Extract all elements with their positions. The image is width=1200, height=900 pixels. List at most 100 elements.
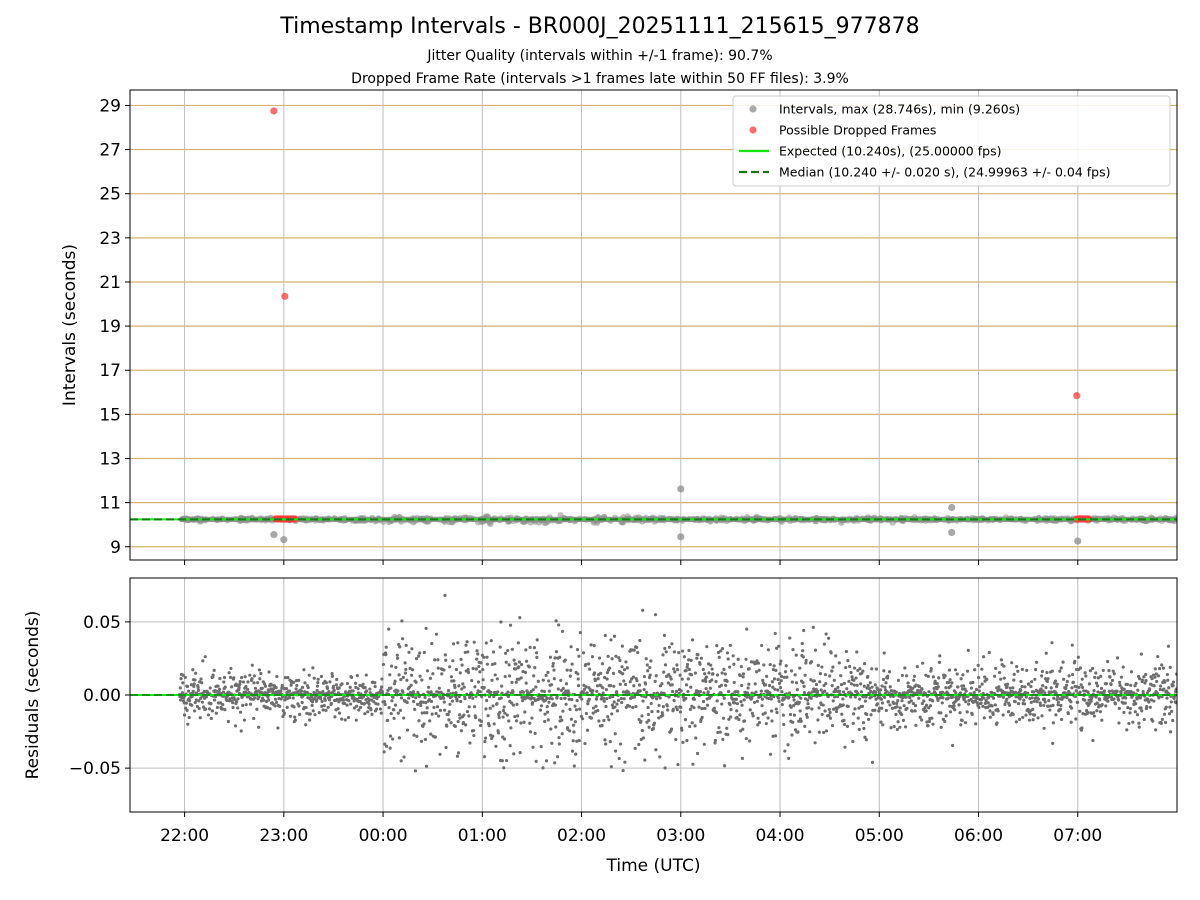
residual-point — [663, 646, 667, 651]
residual-point — [684, 669, 688, 673]
residual-point — [886, 699, 891, 704]
top-panel-frame — [129, 89, 1178, 561]
residual-point — [607, 666, 612, 670]
residual-point — [761, 678, 765, 682]
residual-point — [902, 704, 906, 708]
residual-point — [636, 650, 640, 655]
residual-point — [685, 662, 690, 667]
residual-point — [524, 681, 528, 685]
residual-point — [559, 678, 563, 682]
residual-point — [834, 654, 838, 658]
residual-point — [352, 706, 357, 710]
residual-point — [536, 679, 540, 683]
residual-point — [364, 673, 368, 677]
residual-point — [341, 698, 346, 702]
residual-point — [960, 718, 964, 723]
residual-point — [611, 671, 616, 675]
residual-point — [548, 655, 553, 659]
residual-point — [1124, 696, 1128, 700]
residual-point — [275, 674, 279, 679]
residual-point — [700, 706, 705, 711]
residual-point — [429, 699, 434, 703]
residual-point — [477, 664, 481, 669]
residual-point — [925, 720, 929, 724]
residual-point — [1122, 687, 1126, 691]
residual-point — [1094, 681, 1099, 685]
residual-point — [658, 755, 662, 759]
residual-point — [817, 706, 821, 710]
residual-point — [685, 665, 689, 669]
residual-point — [340, 682, 344, 686]
residual-point — [866, 683, 870, 688]
residual-point — [230, 685, 234, 689]
residual-point — [1050, 669, 1054, 673]
residual-point — [602, 718, 606, 723]
residual-point — [1028, 712, 1032, 716]
residual-point — [962, 684, 966, 688]
residual-point — [828, 674, 832, 678]
residual-point — [643, 758, 647, 762]
residual-point — [868, 681, 872, 685]
residual-point — [986, 701, 990, 705]
residual-point — [358, 683, 362, 688]
residual-point — [384, 645, 388, 649]
residual-point — [887, 670, 892, 674]
residual-point — [1163, 680, 1167, 684]
residual-point — [283, 675, 288, 680]
residual-point — [244, 685, 248, 689]
residual-point — [225, 698, 229, 703]
legend-label: Intervals, max (28.746s), min (9.260s) — [779, 102, 1020, 117]
residual-point — [1022, 702, 1027, 706]
residual-point — [555, 755, 560, 759]
residual-point — [780, 674, 784, 679]
residual-point — [1003, 702, 1007, 706]
residual-point — [393, 703, 398, 707]
residual-point — [443, 708, 447, 712]
residual-point — [803, 724, 807, 728]
residual-point — [900, 673, 904, 678]
residual-point — [966, 648, 970, 652]
residual-point — [880, 701, 885, 705]
residual-point — [656, 709, 660, 713]
residual-point — [527, 665, 532, 669]
residual-point — [476, 680, 481, 684]
residual-point — [449, 721, 453, 725]
residual-point — [686, 677, 690, 681]
residual-point — [396, 711, 400, 715]
residual-point — [640, 714, 644, 718]
chart-title: Timestamp Intervals - BR000J_20251111_21… — [280, 14, 920, 39]
residual-point — [795, 688, 799, 692]
residual-point — [401, 637, 405, 641]
residual-point — [433, 658, 437, 662]
residual-point — [511, 690, 515, 695]
residual-point — [1139, 652, 1143, 656]
residual-point — [353, 681, 358, 685]
residual-point — [654, 674, 658, 678]
residual-point — [1174, 701, 1177, 705]
residual-point — [1007, 703, 1012, 707]
residual-point — [273, 704, 277, 708]
residual-point — [645, 690, 649, 694]
residual-point — [760, 697, 764, 701]
residual-point — [757, 668, 761, 672]
residual-point — [376, 702, 380, 706]
residual-point — [842, 718, 846, 722]
residual-point — [571, 723, 576, 727]
residual-point — [450, 699, 455, 703]
residual-point — [297, 704, 301, 708]
residual-point — [417, 719, 421, 723]
residual-point — [1095, 684, 1100, 688]
residual-point — [1164, 720, 1168, 725]
residual-point — [1099, 686, 1104, 690]
residual-point — [731, 697, 735, 701]
residual-point — [423, 695, 427, 700]
residual-point — [185, 708, 189, 712]
residual-point — [777, 681, 782, 686]
residual-point — [967, 702, 971, 706]
residual-point — [228, 675, 233, 679]
residual-point — [688, 724, 692, 729]
residual-point — [832, 678, 836, 682]
residual-point — [367, 702, 371, 706]
residual-point — [429, 690, 433, 694]
residual-point — [703, 672, 707, 676]
